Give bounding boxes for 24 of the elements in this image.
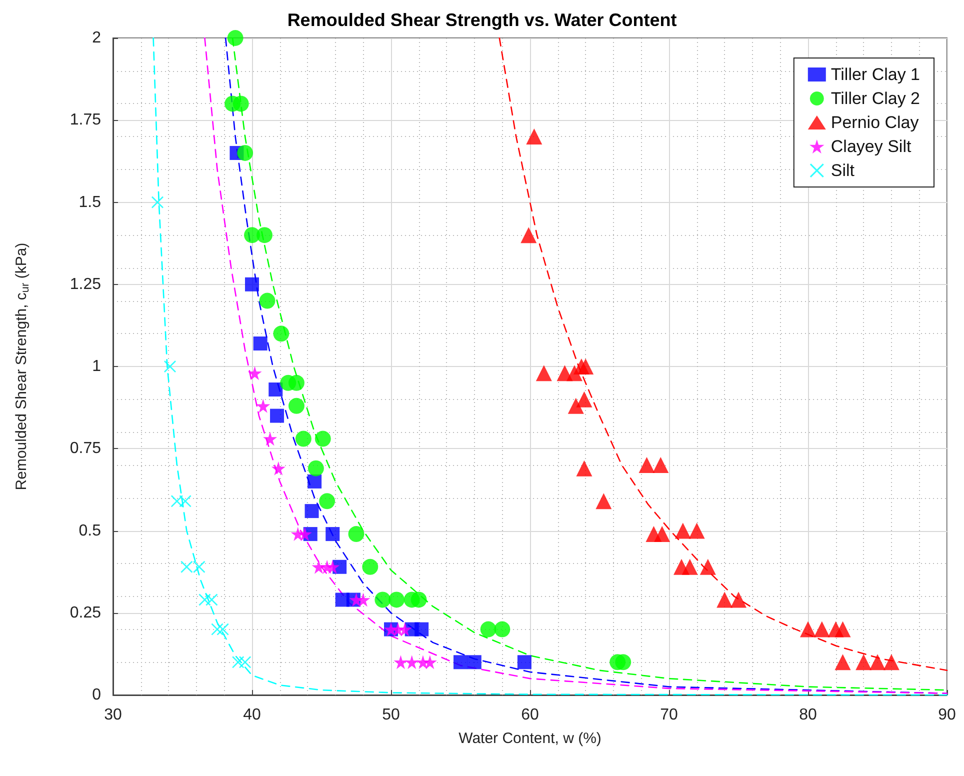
chart-title: Remoulded Shear Strength vs. Water Content [287,10,677,30]
legend-label: Clayey Silt [830,137,912,156]
y-tick-label: 2 [92,30,102,46]
y-tick-label: 1.25 [70,276,102,293]
legend-label: Silt [830,161,855,180]
y-tick-label: 1.5 [78,194,102,211]
x-tick-label: 50 [382,706,400,724]
x-tick-label: 40 [243,706,261,724]
y-axis-title: Remoulded Shear Strength, cur (kPa) [13,242,32,490]
legend-label: Tiller Clay 1 [830,65,920,84]
y-tick-label: 0.75 [70,440,102,458]
x-tick-label: 60 [521,706,539,724]
x-tick-label: 70 [660,706,678,724]
legend-label: Pernio Clay [830,113,920,132]
x-axis-title: Water Content, w (%) [458,730,602,747]
y-tick-label: 1.75 [70,112,102,129]
legend-label: Tiller Clay 2 [830,89,920,108]
y-tick-label: 0.5 [78,522,102,540]
x-tick-label: 90 [938,706,956,724]
y-tick-label: 1 [92,358,102,375]
x-tick-label: 30 [104,706,122,724]
y-tick-label: 0 [92,686,102,704]
x-tick-label: 80 [799,706,817,724]
y-tick-label: 0.25 [70,604,102,622]
